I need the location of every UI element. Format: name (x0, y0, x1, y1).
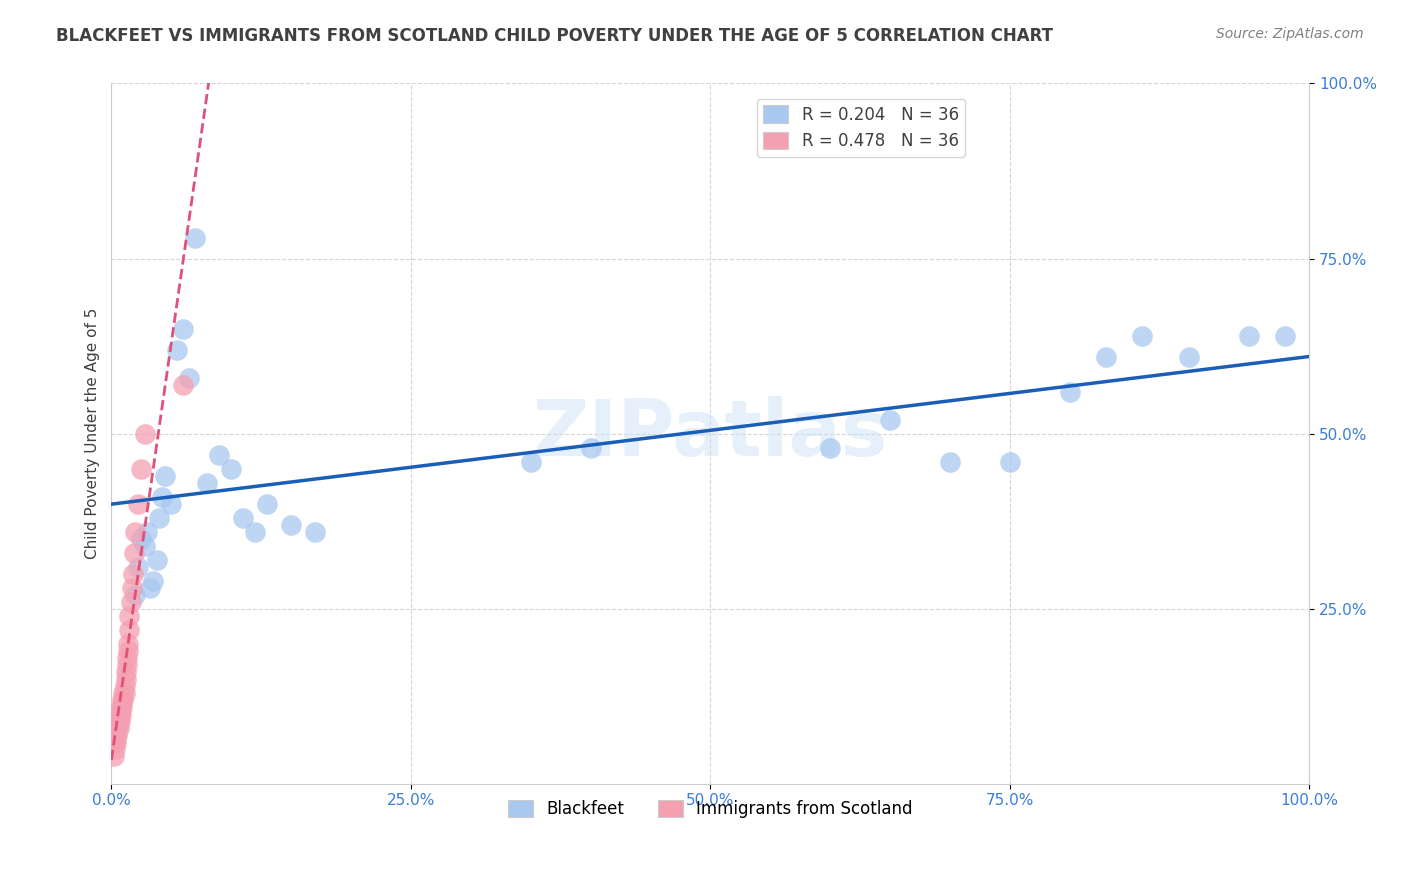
Point (150, 490, 173, 504)
Point (104, 741, 127, 756)
Point (107, 714, 129, 728)
Point (114, 665, 136, 679)
Point (1178, 350, 1201, 364)
Point (1094, 350, 1116, 364)
Point (155, 468, 177, 483)
Point (111, 699, 134, 714)
Point (818, 441, 841, 455)
Point (131, 532, 153, 546)
Point (219, 461, 242, 475)
Point (134, 426, 156, 441)
Point (108, 706, 131, 721)
Point (1059, 384, 1081, 399)
Text: Source: ZipAtlas.com: Source: ZipAtlas.com (1216, 27, 1364, 41)
Point (122, 566, 145, 581)
Point (121, 581, 143, 595)
Point (114, 686, 136, 700)
Point (579, 441, 602, 455)
Point (127, 497, 149, 511)
Point (117, 643, 139, 657)
Point (112, 686, 135, 700)
Point (111, 692, 134, 706)
Point (124, 588, 146, 602)
Point (232, 510, 254, 524)
Point (136, 524, 159, 539)
Point (134, 539, 156, 553)
Point (115, 657, 138, 672)
Point (127, 559, 149, 574)
Point (146, 552, 169, 566)
Point (114, 679, 136, 693)
Point (195, 475, 218, 490)
Point (112, 692, 135, 706)
Point (107, 721, 129, 735)
Point (172, 321, 194, 335)
Point (131, 461, 153, 475)
Point (105, 728, 128, 742)
Point (114, 672, 136, 686)
Text: ZIPatlas: ZIPatlas (533, 395, 887, 472)
Point (110, 706, 132, 721)
Point (1274, 328, 1296, 343)
Point (179, 370, 201, 384)
Point (148, 510, 170, 524)
Point (103, 748, 125, 763)
Point (304, 524, 326, 539)
Point (208, 448, 231, 462)
Point (280, 517, 302, 532)
Point (879, 412, 901, 426)
Point (120, 595, 142, 609)
Point (243, 524, 266, 539)
Point (184, 230, 207, 244)
Point (160, 497, 183, 511)
Point (998, 454, 1021, 468)
Point (108, 714, 131, 728)
Point (1130, 328, 1153, 343)
Point (110, 699, 132, 714)
Point (256, 497, 278, 511)
Point (118, 623, 141, 637)
Point (117, 637, 139, 651)
Point (105, 728, 128, 742)
Text: BLACKFEET VS IMMIGRANTS FROM SCOTLAND CHILD POVERTY UNDER THE AGE OF 5 CORRELATI: BLACKFEET VS IMMIGRANTS FROM SCOTLAND CH… (56, 27, 1053, 45)
Point (104, 735, 127, 749)
Point (939, 454, 962, 468)
Point (124, 524, 146, 539)
Point (105, 721, 128, 735)
Point (118, 608, 141, 623)
Point (105, 735, 128, 749)
Point (172, 377, 194, 392)
Point (122, 546, 145, 560)
Y-axis label: Child Poverty Under the Age of 5: Child Poverty Under the Age of 5 (86, 308, 100, 559)
Point (1239, 328, 1261, 343)
Point (166, 343, 188, 357)
Legend: Blackfeet, Immigrants from Scotland: Blackfeet, Immigrants from Scotland (502, 793, 920, 824)
Point (115, 650, 138, 665)
Point (139, 581, 162, 595)
Point (519, 454, 541, 468)
Point (142, 574, 165, 588)
